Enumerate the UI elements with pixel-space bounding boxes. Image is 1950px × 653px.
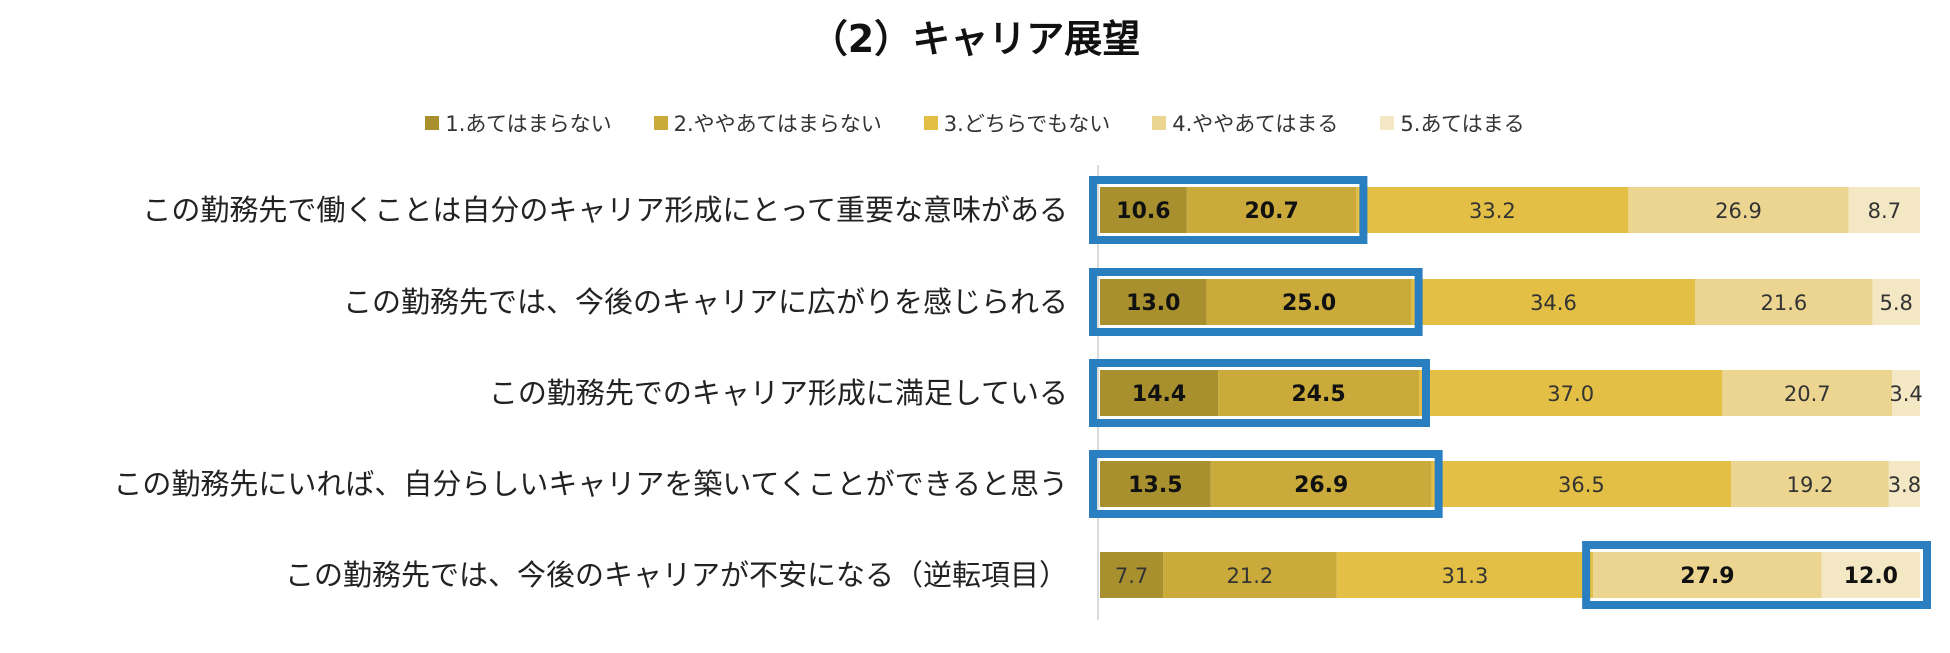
bar-segment — [1892, 370, 1920, 416]
bar-segment — [1593, 552, 1822, 598]
data-label: 3.4 — [1889, 382, 1922, 406]
bar-segment — [1418, 370, 1723, 416]
bar-segment — [1356, 187, 1629, 233]
bar-segment — [1186, 187, 1357, 233]
data-label: 3.8 — [1888, 473, 1921, 497]
legend-item-2: 2.ややあてはまらない — [653, 108, 882, 138]
data-label: 27.9 — [1680, 564, 1734, 589]
data-label: 12.0 — [1844, 564, 1898, 589]
chart-title: （2）キャリア展望 — [809, 17, 1141, 61]
data-label: 21.6 — [1760, 291, 1807, 315]
legend-label-5: 5.あてはまる — [1400, 112, 1525, 136]
bar-segment — [1100, 187, 1187, 233]
legend-item-1: 1.あてはまらない — [425, 108, 612, 138]
bar-segment — [1872, 279, 1920, 325]
legend-item-3: 3.どちらでもない — [923, 108, 1111, 138]
bar-segment — [1722, 370, 1893, 416]
category-label: この勤務先にいれば、自分らしいキャリアを築いてくことができると思う — [113, 467, 1068, 501]
bar-segment — [1628, 187, 1849, 233]
bar-segment — [1100, 279, 1207, 325]
highlight-box — [1089, 359, 1430, 427]
bar-segment — [1848, 187, 1920, 233]
category-label: この勤務先で働くことは自分のキャリア形成にとって重要な意味がある — [142, 193, 1068, 227]
data-label: 24.5 — [1291, 382, 1345, 407]
highlight-box — [1582, 541, 1931, 609]
legend-swatch-4 — [1152, 116, 1167, 130]
data-label: 13.0 — [1126, 291, 1180, 316]
legend-item-5: 5.あてはまる — [1380, 108, 1525, 138]
data-label: 20.7 — [1784, 382, 1831, 406]
data-label: 14.4 — [1132, 382, 1186, 407]
category-label: この勤務先でのキャリア形成に満足している — [489, 376, 1068, 410]
data-label: 21.2 — [1227, 564, 1274, 588]
data-label: 31.3 — [1442, 564, 1489, 588]
data-label: 36.5 — [1558, 473, 1605, 497]
bar-segment — [1411, 279, 1696, 325]
bar-segment — [1695, 279, 1873, 325]
bar-segment — [1100, 552, 1164, 598]
legend-swatch-5 — [1380, 116, 1395, 130]
bar-segment — [1210, 461, 1432, 507]
bar-segment — [1100, 370, 1219, 416]
highlight-box — [1089, 176, 1368, 244]
bar-segment — [1336, 552, 1594, 598]
data-label: 26.9 — [1294, 473, 1348, 498]
data-label: 34.6 — [1530, 291, 1577, 315]
data-label: 19.2 — [1787, 473, 1834, 497]
legend-swatch-3 — [923, 116, 938, 130]
data-label: 5.8 — [1880, 291, 1913, 315]
bar-segment — [1731, 461, 1889, 507]
data-label: 33.2 — [1469, 199, 1516, 223]
legend: 1.あてはまらない 2.ややあてはまらない 3.どちらでもない 4.ややあてはま… — [0, 108, 1950, 138]
data-label: 37.0 — [1547, 382, 1594, 406]
legend-swatch-2 — [653, 116, 668, 130]
bar-segment — [1218, 370, 1419, 416]
data-label: 26.9 — [1715, 199, 1762, 223]
data-label: 10.6 — [1116, 199, 1170, 224]
data-label: 8.7 — [1868, 199, 1901, 223]
data-label: 20.7 — [1244, 199, 1298, 224]
bar-segment — [1888, 461, 1920, 507]
bar-segment — [1821, 552, 1920, 598]
legend-label-3: 3.どちらでもない — [943, 112, 1111, 136]
bar-segment — [1206, 279, 1412, 325]
legend-label-1: 1.あてはまらない — [445, 112, 612, 136]
category-label: この勤務先では、今後のキャリアに広がりを感じられる — [343, 285, 1068, 319]
bar-segment — [1100, 461, 1211, 507]
data-label: 13.5 — [1128, 473, 1182, 498]
highlight-box — [1089, 268, 1423, 336]
highlight-box — [1089, 450, 1443, 518]
data-label: 7.7 — [1115, 564, 1148, 588]
bar-segment — [1163, 552, 1337, 598]
category-label: この勤務先では、今後のキャリアが不安になる（逆転項目） — [285, 558, 1068, 592]
legend-label-2: 2.ややあてはまらない — [673, 112, 882, 136]
data-label: 25.0 — [1282, 291, 1336, 316]
bar-segment — [1431, 461, 1732, 507]
legend-label-4: 4.ややあてはまる — [1172, 112, 1339, 136]
legend-item-4: 4.ややあてはまる — [1152, 108, 1338, 138]
legend-swatch-1 — [425, 116, 440, 130]
